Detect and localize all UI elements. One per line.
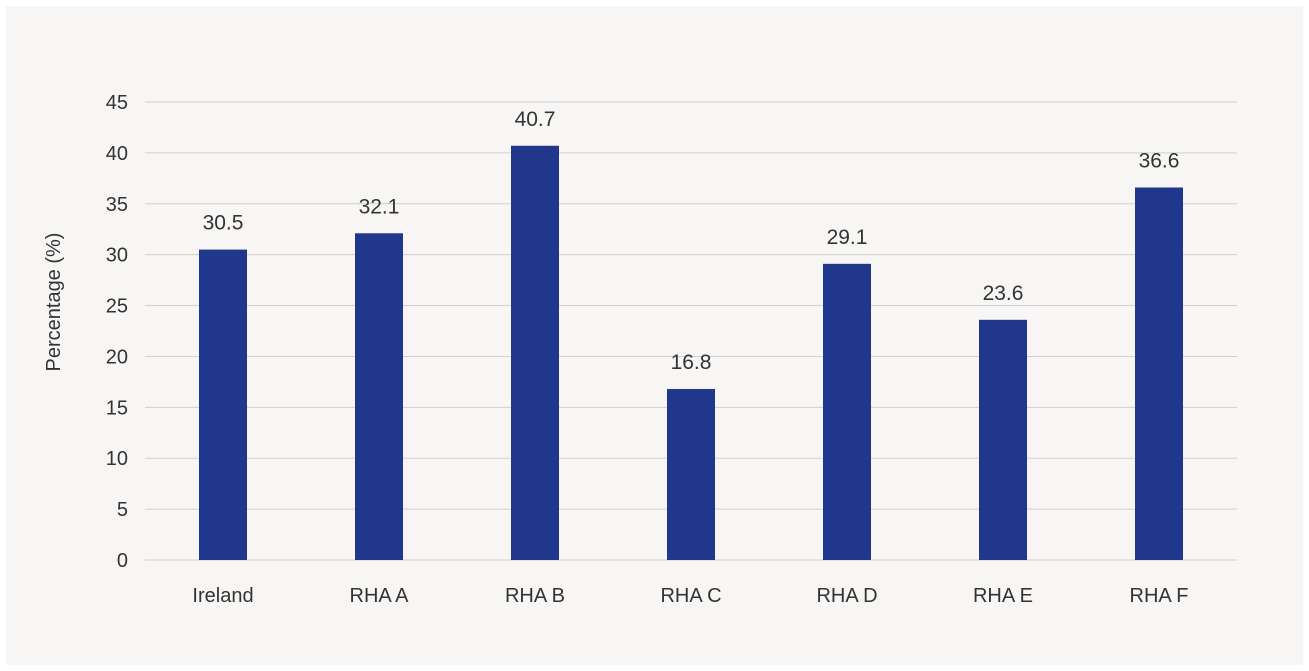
x-category-label: RHA E bbox=[973, 585, 1033, 607]
x-category-label: RHA A bbox=[350, 585, 410, 607]
y-tick-label: 30 bbox=[106, 245, 128, 267]
y-tick-label: 35 bbox=[106, 194, 128, 216]
x-category-label: RHA F bbox=[1130, 585, 1189, 607]
y-tick-label: 25 bbox=[106, 296, 128, 318]
y-tick-label: 0 bbox=[117, 550, 128, 572]
y-tick-label: 10 bbox=[106, 448, 128, 470]
bar-rha-b bbox=[511, 145, 559, 560]
data-label: 36.6 bbox=[1139, 149, 1180, 172]
y-tick-label: 40 bbox=[106, 143, 128, 165]
x-category-label: RHA B bbox=[505, 585, 565, 607]
y-tick-label: 15 bbox=[106, 397, 128, 419]
bar-rha-a bbox=[355, 233, 403, 560]
bar-rha-e bbox=[979, 319, 1027, 560]
y-tick-label: 5 bbox=[117, 499, 128, 521]
data-label: 32.1 bbox=[359, 195, 400, 218]
data-label: 23.6 bbox=[983, 282, 1024, 305]
data-label: 29.1 bbox=[827, 226, 868, 249]
data-label: 16.8 bbox=[671, 351, 712, 374]
data-label: 30.5 bbox=[203, 212, 244, 235]
x-category-label: Ireland bbox=[192, 585, 253, 607]
y-axis-ticks: 0 5 10 15 20 25 30 35 40 45 bbox=[106, 92, 128, 572]
data-label: 40.7 bbox=[515, 108, 556, 131]
bar-ireland bbox=[199, 249, 247, 561]
bar-rha-f bbox=[1135, 187, 1183, 560]
bar-rha-c bbox=[667, 389, 715, 560]
bars bbox=[199, 145, 1183, 561]
y-axis-title: Percentage (%) bbox=[43, 233, 65, 372]
x-category-label: RHA D bbox=[816, 585, 877, 607]
x-axis-categories: Ireland RHA A RHA B RHA C RHA D RHA E RHA F bbox=[192, 585, 1188, 607]
data-labels: 30.5 32.1 40.7 16.8 29.1 23.6 36.6 bbox=[203, 108, 1180, 374]
bar-rha-d bbox=[823, 263, 871, 560]
y-tick-label: 45 bbox=[106, 92, 128, 114]
y-tick-label: 20 bbox=[106, 346, 128, 368]
x-category-label: RHA C bbox=[660, 585, 721, 607]
